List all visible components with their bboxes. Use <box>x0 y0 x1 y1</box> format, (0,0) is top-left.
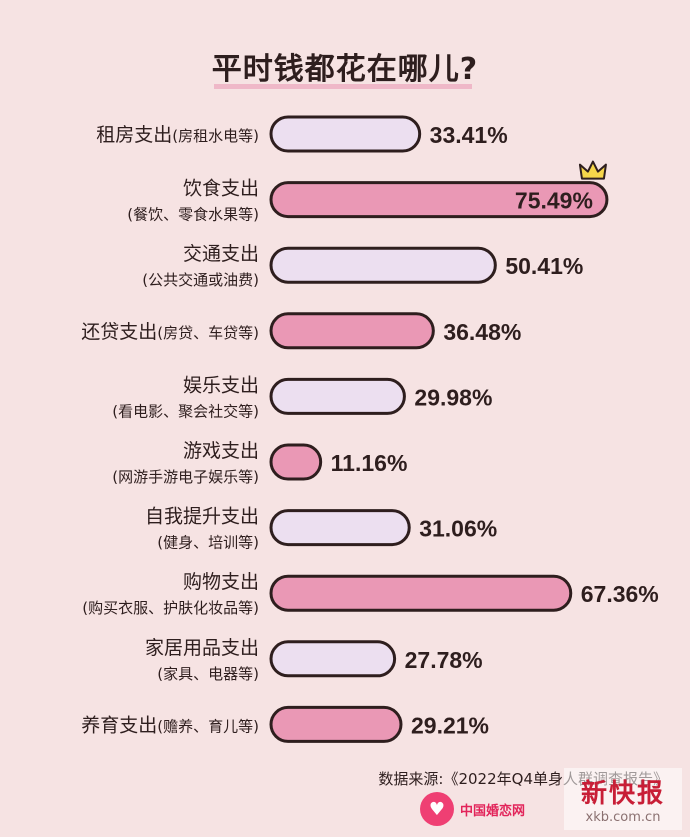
category-sub-label: (网游手游电子娱乐等) <box>112 468 259 486</box>
value-label: 36.48% <box>443 319 521 345</box>
category-main-label: 还贷支出 <box>81 321 157 343</box>
bar <box>269 312 435 350</box>
watermark-url: xkb.com.cn <box>585 810 661 825</box>
watermark: 新快报 xkb.com.cn <box>564 768 682 830</box>
category-main-label: 娱乐支出 <box>183 374 259 396</box>
bar <box>269 181 609 219</box>
watermark-title: 新快报 <box>580 779 665 809</box>
bar <box>269 509 411 547</box>
category-sub-label: (房租水电等) <box>172 127 259 145</box>
value-label: 67.36% <box>581 581 659 607</box>
category-label: 租房支出(房租水电等) <box>96 124 259 146</box>
value-label: 31.06% <box>419 516 497 542</box>
bar <box>269 574 573 612</box>
crown-icon <box>578 160 607 180</box>
category-main-label: 租房支出 <box>96 124 172 146</box>
bar <box>269 377 406 415</box>
chart-title: 平时钱都花在哪儿? <box>211 52 479 87</box>
category-main-label: 养育支出 <box>81 714 157 736</box>
bar <box>269 705 403 743</box>
value-label: 29.98% <box>414 384 492 410</box>
category-main-label: 购物支出 <box>183 571 259 593</box>
category-sub-label: (看电影、聚会社交等) <box>112 402 259 420</box>
category-main-label: 家居用品支出 <box>145 637 259 659</box>
value-label: 29.21% <box>411 712 489 738</box>
category-main-label: 饮食支出 <box>183 178 259 200</box>
footer-logo: ♥ 中国婚恋网 <box>420 792 525 826</box>
category-main-label: 交通支出 <box>183 243 259 265</box>
value-label: 50.41% <box>505 253 583 279</box>
category-main-label: 游戏支出 <box>183 440 259 462</box>
category-sub-label: (公共交通或油费) <box>142 271 259 289</box>
bar <box>269 443 323 481</box>
category-label: 养育支出(赡养、育儿等) <box>81 714 259 736</box>
category-sub-label: (房贷、车贷等) <box>157 324 259 342</box>
heart-icon: ♥ <box>420 792 454 826</box>
category-sub-label: (赡养、育儿等) <box>157 717 259 735</box>
value-label: 33.41% <box>430 122 508 148</box>
bar <box>269 115 422 153</box>
category-sub-label: (健身、培训等) <box>157 534 259 552</box>
bar <box>269 640 397 678</box>
title-underline <box>214 84 472 89</box>
category-sub-label: (家具、电器等) <box>157 665 259 683</box>
footer-logo-text: 中国婚恋网 <box>460 803 526 819</box>
value-label: 75.49% <box>515 188 593 214</box>
value-label: 11.16% <box>331 450 408 476</box>
category-sub-label: (购买衣服、护肤化妆品等) <box>82 599 259 617</box>
category-main-label: 自我提升支出 <box>145 506 259 528</box>
category-label: 还贷支出(房贷、车贷等) <box>81 321 259 343</box>
category-sub-label: (餐饮、零食水果等) <box>127 206 259 224</box>
bar <box>269 246 497 284</box>
value-label: 27.78% <box>405 647 483 673</box>
